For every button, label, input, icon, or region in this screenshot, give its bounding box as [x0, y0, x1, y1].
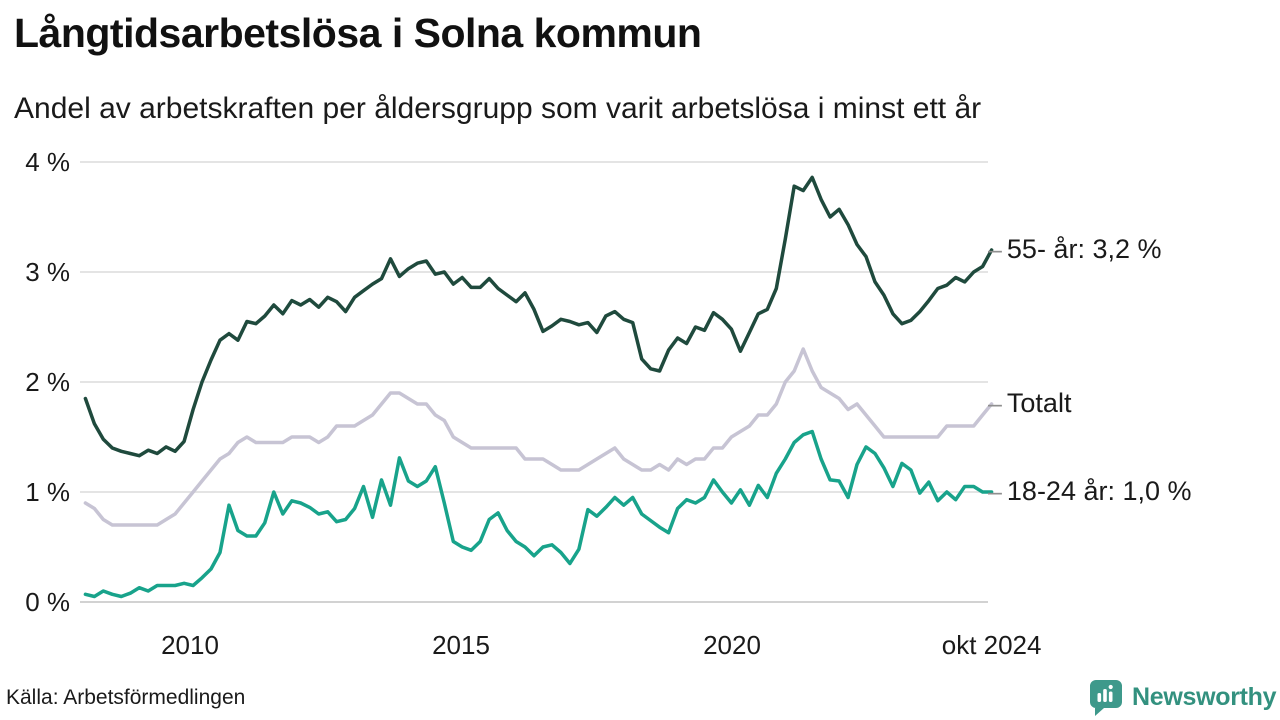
x-tick-label: 2020: [703, 630, 761, 660]
x-tick-label: okt 2024: [941, 630, 1042, 660]
series-line-18-24-ar: [83, 429, 994, 599]
end-label-text: 18-24 år: 1,0 %: [1006, 476, 1192, 506]
end-label-dash: –: [988, 390, 1002, 418]
x-axis-labels: 2010 2015 2020 okt 2024: [0, 630, 1280, 666]
y-tick-label: 0 %: [25, 587, 70, 617]
y-tick-label: 3 %: [25, 257, 70, 287]
end-label-dash: –: [988, 236, 1002, 264]
source-note: Källa: Arbetsförmedlingen: [6, 686, 246, 709]
chart-subtitle: Andel av arbetskraften per åldersgrupp s…: [14, 92, 982, 125]
series-end-label: – Totalt: [988, 385, 1071, 423]
x-tick-label: 2015: [432, 630, 490, 660]
series-line-totalt: [83, 347, 994, 527]
series-line-55-ar: [83, 175, 994, 458]
end-label-text: Totalt: [1006, 388, 1072, 418]
brand-name: Newsworthy: [1132, 682, 1277, 711]
y-tick-label: 2 %: [25, 367, 70, 397]
brand-logo: Newsworthy: [1088, 678, 1277, 716]
end-label-text: 55- år: 3,2 %: [1006, 234, 1162, 264]
brand-mark-icon: [1090, 680, 1122, 716]
end-label-dash: –: [988, 478, 1002, 506]
chart-title: Långtidsarbetslösa i Solna kommun: [14, 10, 702, 56]
y-tick-label: 4 %: [25, 147, 70, 177]
y-tick-label: 1 %: [25, 477, 70, 507]
series-end-label: –55- år: 3,2 %: [988, 231, 1161, 269]
x-tick-label: 2010: [161, 630, 219, 660]
series-end-label: –18-24 år: 1,0 %: [988, 473, 1192, 511]
